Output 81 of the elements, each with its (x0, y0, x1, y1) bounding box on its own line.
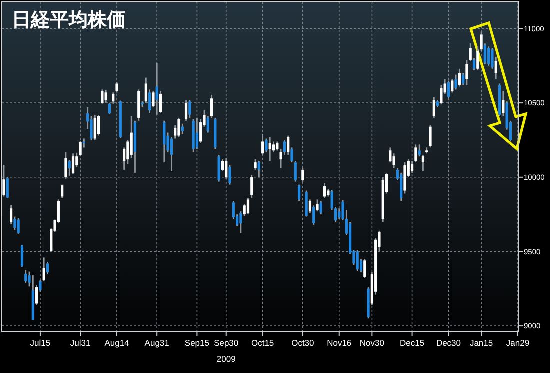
candlestick (184, 99, 188, 122)
candlestick (170, 136, 173, 172)
chart-title: 日経平均株価 (12, 9, 126, 31)
candlestick (488, 46, 490, 67)
candlestick (323, 182, 326, 199)
candlestick (294, 160, 297, 183)
candlestick (418, 144, 421, 158)
x-tick-label: Sep15 (184, 338, 210, 348)
candlestick (356, 250, 359, 272)
candlestick (17, 218, 20, 235)
candlestick (392, 152, 396, 170)
candlestick (484, 42, 486, 66)
candlestick (72, 152, 75, 176)
candlestick (440, 84, 443, 106)
candlestick (181, 123, 184, 135)
x-tick-label: Jan15 (470, 338, 494, 348)
candlestick (287, 135, 290, 156)
candlestick (97, 114, 100, 136)
candlestick (156, 62, 158, 116)
candlestick (79, 140, 82, 158)
x-tick-label: Sep30 (214, 338, 239, 348)
candlestick (101, 89, 104, 105)
candlestick (458, 68, 461, 88)
x-tick-label: Dec30 (436, 338, 462, 348)
x-tick-label: Jul31 (70, 338, 91, 348)
candlestick (61, 184, 64, 199)
candlestick (20, 244, 24, 268)
candlestick (6, 176, 9, 199)
candlestick (447, 80, 450, 100)
candlestick (422, 154, 425, 172)
candlestick (364, 258, 366, 280)
x-tick-label: Jul15 (30, 338, 51, 348)
candlestick (462, 72, 465, 86)
candlestick (112, 92, 115, 105)
candlestick (108, 102, 112, 115)
candlestick (206, 116, 210, 134)
x-tick-label: Aug31 (144, 338, 170, 348)
candlestick (254, 158, 257, 171)
candlestick (305, 190, 308, 218)
candlestick (104, 90, 108, 104)
candlestick (262, 134, 264, 156)
candlestick (298, 184, 301, 202)
x-tick-label: Aug14 (104, 338, 130, 348)
x-tick-label: Dec15 (400, 338, 425, 348)
candlestick (163, 120, 166, 164)
candlestick (320, 200, 322, 216)
candlestick (28, 271, 31, 288)
candlestick (410, 160, 414, 174)
candlestick (250, 174, 254, 199)
x-axis-title: 2009 (216, 354, 236, 364)
candlestick (188, 99, 192, 119)
candlestick (246, 198, 250, 216)
candlestick (258, 160, 260, 178)
candlestick (2, 164, 6, 198)
candlestick (494, 56, 498, 80)
candlestick (178, 117, 180, 138)
candlestick (414, 144, 418, 164)
candlestick (196, 117, 199, 150)
candlestick (283, 140, 286, 156)
x-tick-label: Oct15 (251, 338, 274, 348)
candlestick (218, 154, 220, 183)
candlestick (116, 82, 118, 94)
candlestick (210, 94, 214, 119)
candlestick (432, 96, 436, 119)
candlestick (64, 151, 68, 180)
candlestick (68, 160, 71, 177)
candlestick (24, 269, 28, 284)
x-tick-label: Nov30 (360, 338, 385, 348)
candlestick (302, 168, 304, 183)
candlestick (42, 256, 46, 282)
candlestick (94, 114, 96, 141)
candlestick (225, 157, 228, 180)
x-tick-label: Nov16 (327, 338, 352, 348)
candlestick (466, 59, 468, 86)
candlestick (502, 90, 505, 118)
candlestick (389, 146, 392, 164)
candlestick (429, 124, 432, 148)
x-tick-label: Jan29 (506, 338, 530, 348)
candlestick (268, 136, 272, 162)
candlestick (400, 172, 403, 202)
x-tick-label: Oct30 (292, 338, 315, 348)
